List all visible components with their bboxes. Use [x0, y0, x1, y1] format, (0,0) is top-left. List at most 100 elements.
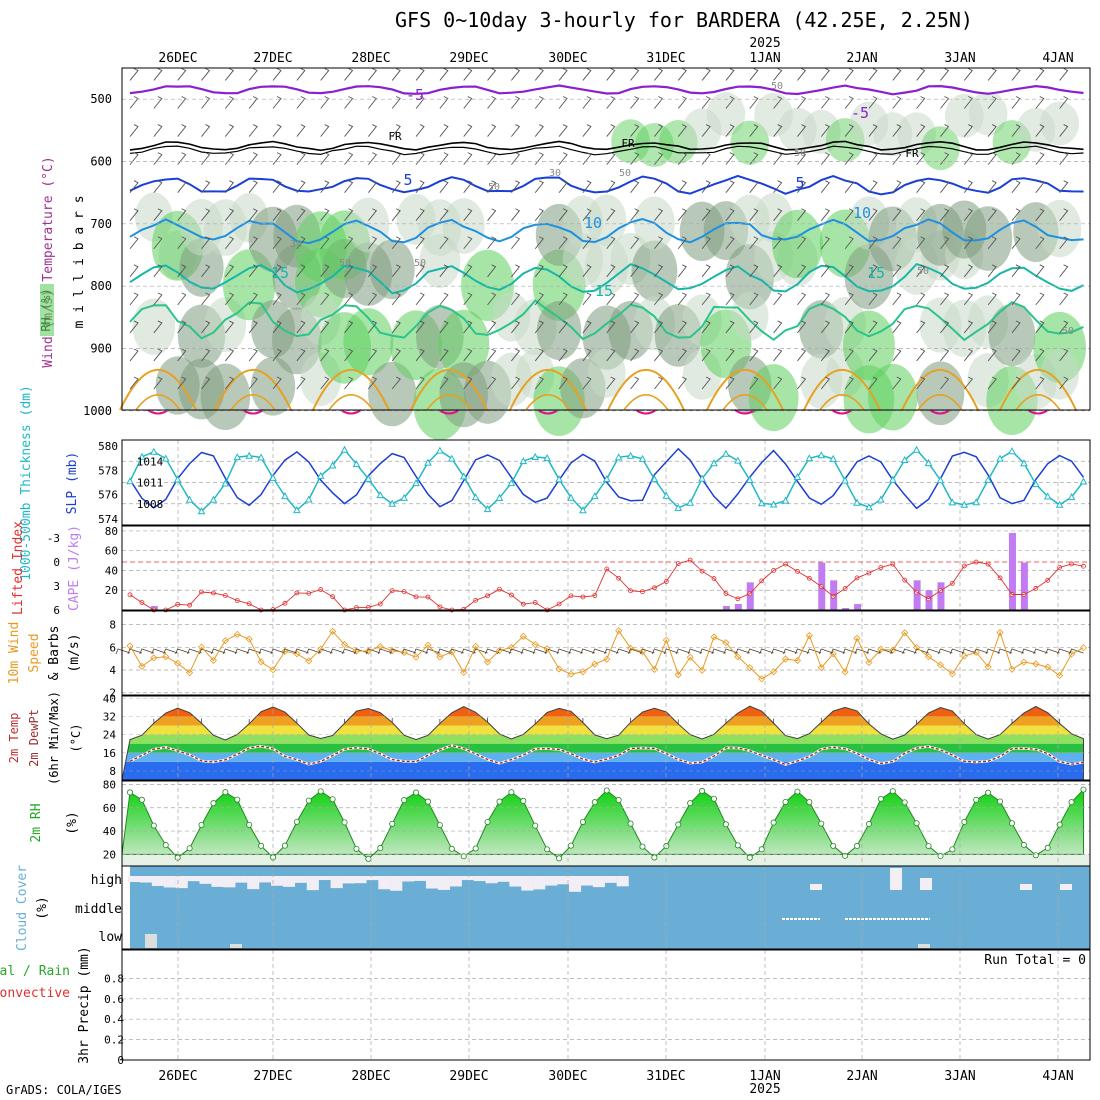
- cloud-level-label: middle: [75, 902, 122, 917]
- rh-point: [830, 842, 837, 849]
- wind-barb: [677, 180, 687, 193]
- thickness-point: [1055, 500, 1064, 508]
- cloud-high-gap: [616, 876, 629, 887]
- wind-barb: [582, 264, 592, 278]
- chart-title: GFS 0~10day 3-hourly for BARDERA (42.25E…: [395, 8, 973, 32]
- cross-section-panel: Wind (m/s) Temperature (°C)RH (%)m i l l…: [39, 67, 1091, 441]
- cloud-high-gap: [425, 876, 439, 889]
- wind-barb: [749, 348, 759, 362]
- wind-barb: [1035, 180, 1045, 193]
- wind-barb: [368, 68, 378, 81]
- bottom-date-label: 26DEC: [158, 1069, 197, 1084]
- wind-barb: [272, 68, 282, 81]
- wind-barb: [320, 152, 330, 165]
- top-date-label: 31DEC: [646, 51, 685, 66]
- pressure-tick: 800: [90, 279, 112, 293]
- thickness-point: [471, 493, 480, 501]
- wind-barb: [344, 236, 354, 250]
- wind-barb: [1011, 208, 1021, 221]
- wind-barb: [534, 68, 544, 81]
- wind10-barb: [806, 648, 822, 655]
- wind-barb: [820, 208, 830, 221]
- rh-shade: [369, 239, 415, 300]
- warm-dome: [410, 368, 488, 411]
- wind10-barb: [234, 648, 250, 655]
- wind-barb: [201, 124, 211, 137]
- cloud-high-gap: [187, 876, 200, 882]
- rh-point: [627, 820, 634, 827]
- wind-barb: [749, 180, 759, 193]
- rh-point: [567, 842, 574, 849]
- wind10-barb: [520, 648, 536, 655]
- thickness-point: [1067, 493, 1076, 501]
- slp-tick: 1008: [137, 498, 164, 511]
- wind-barb: [606, 376, 616, 390]
- thickness-point: [209, 495, 218, 503]
- wind10-barb: [187, 648, 202, 655]
- wind-barb: [1011, 68, 1021, 81]
- wind-barb: [129, 236, 139, 250]
- wind-barb: [534, 124, 544, 137]
- wind-barb: [630, 124, 640, 137]
- wind-barb: [463, 68, 473, 81]
- cloud-high-gap: [235, 876, 248, 883]
- temp-ylabel-1: 2m Temp: [7, 713, 21, 764]
- wind-barb: [1011, 236, 1021, 250]
- wind-barb: [987, 124, 997, 137]
- wind10-barb: [330, 648, 345, 655]
- thickness-point: [555, 475, 563, 483]
- thickness-point: [447, 454, 456, 462]
- wind-barb: [654, 292, 664, 306]
- wind-barb: [558, 152, 568, 165]
- wind-barb: [153, 264, 163, 278]
- rh-point: [1044, 844, 1051, 851]
- precip-tick: 0: [117, 1054, 124, 1067]
- cloud-high-gap: [461, 876, 474, 881]
- wind-barb: [773, 320, 783, 334]
- wind-barb: [940, 124, 950, 137]
- wind-barb: [677, 208, 687, 221]
- wind-barb: [749, 208, 759, 221]
- wind-barb: [153, 376, 163, 390]
- wind-barb: [773, 180, 783, 193]
- wind-barb: [487, 236, 497, 250]
- bottom-date-label: 30DEC: [548, 1069, 587, 1084]
- rh-unit-label: (%): [65, 811, 80, 834]
- wind-barb: [487, 124, 497, 137]
- wind-barb: [511, 348, 521, 362]
- wind-barb: [630, 208, 640, 221]
- wind10-barb: [175, 648, 190, 655]
- wind10-barb: [663, 648, 679, 655]
- rh-point: [722, 821, 729, 828]
- wind-barb: [606, 208, 616, 221]
- wind-barb: [296, 236, 306, 250]
- thickness-point: [459, 472, 468, 480]
- cloud-low-gap: [145, 934, 157, 948]
- wind-barb: [201, 180, 211, 193]
- thickness-point: [960, 500, 969, 508]
- thickness-point: [245, 451, 254, 459]
- wind-barb: [844, 236, 854, 250]
- wind-barb: [272, 208, 282, 221]
- cloud-high-gap: [545, 876, 558, 886]
- wind10-barb: [461, 648, 476, 655]
- slp-line: [129, 447, 1085, 510]
- wind-barb: [344, 292, 354, 306]
- rh-point: [222, 789, 229, 796]
- thickness-point: [817, 451, 826, 459]
- rh-point: [746, 854, 753, 861]
- wind-barb: [606, 320, 616, 334]
- precip-ylabel: 3hr Precip (mm): [77, 946, 92, 1063]
- wind-barb: [701, 264, 711, 278]
- wind-barb: [511, 68, 521, 81]
- wind-barb: [773, 208, 783, 221]
- wind-barb: [749, 264, 759, 278]
- wind-barb: [272, 292, 282, 306]
- wind-barb: [725, 180, 735, 193]
- wind-barb: [773, 292, 783, 306]
- thickness-point: [281, 492, 289, 500]
- wind-barb: [701, 208, 711, 221]
- cloud-high-gap: [151, 876, 164, 886]
- wind-barb: [892, 68, 902, 81]
- wind10-barb: [580, 648, 595, 655]
